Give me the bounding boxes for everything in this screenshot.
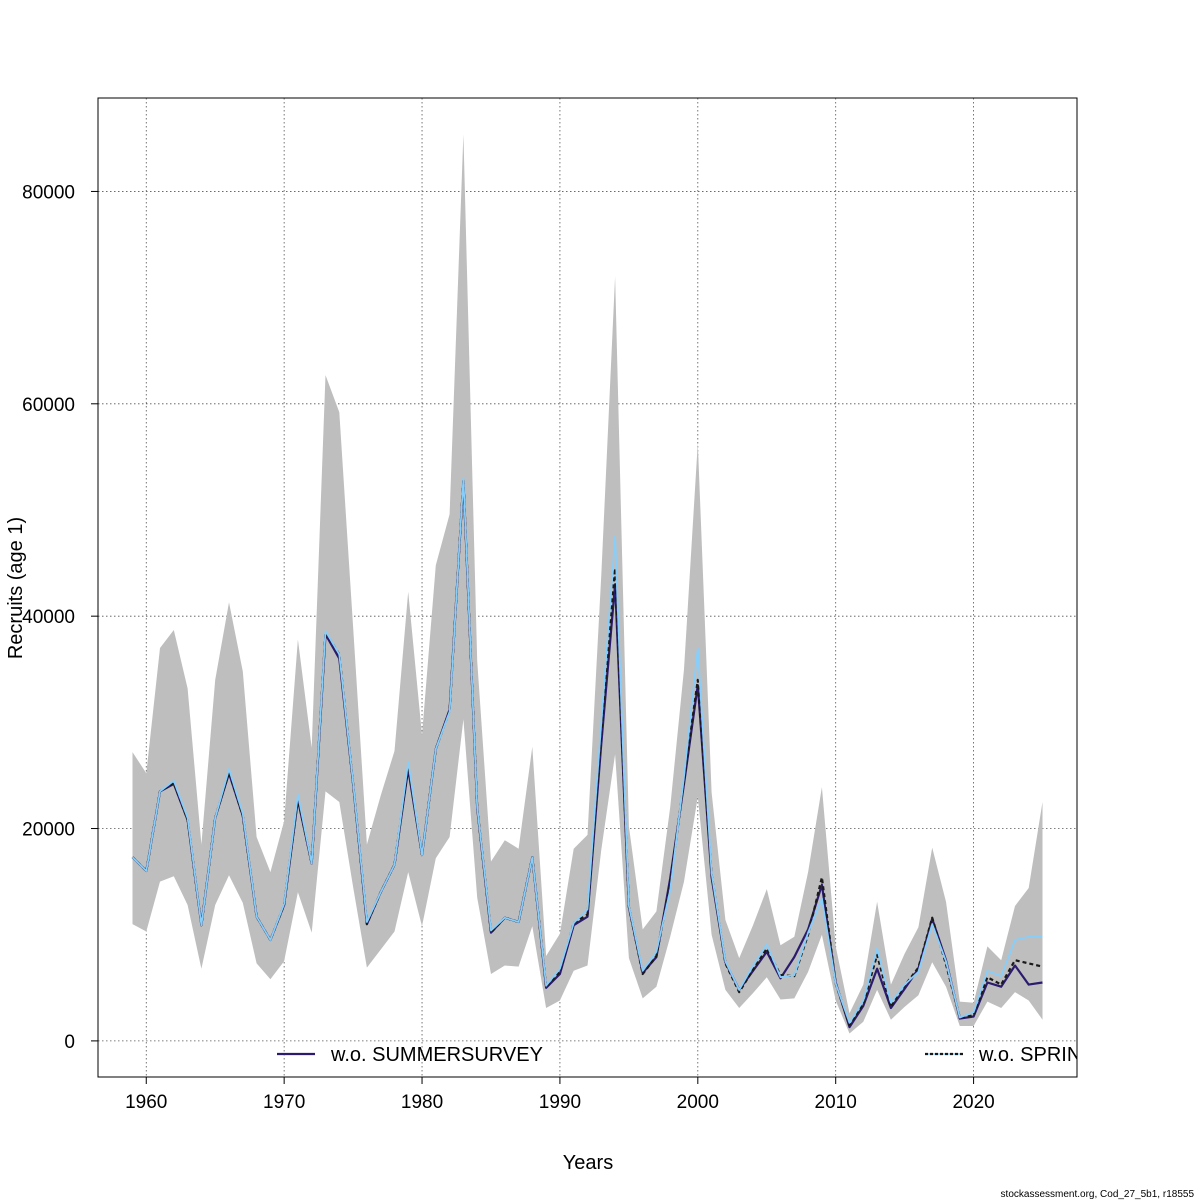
x-tick-label: 1960 (125, 1092, 167, 1113)
x-tick-label: 2010 (815, 1092, 857, 1113)
y-tick-label: 20000 (22, 820, 75, 841)
x-tick-label: 2000 (677, 1092, 719, 1113)
x-tick-label: 2020 (952, 1092, 994, 1113)
y-axis: 0 20000 40000 60000 80000 (22, 182, 98, 1053)
legend-label-0: w.o. SUMMERSURVEY (330, 1044, 543, 1066)
confidence-band (132, 134, 1043, 1034)
confidence-band-area (132, 134, 1043, 1034)
legend-label-1: w.o. SPRIN (978, 1044, 1081, 1066)
y-tick-label: 80000 (22, 182, 75, 203)
x-axis-title: Years (563, 1152, 613, 1174)
x-tick-label: 1970 (263, 1092, 305, 1113)
y-axis-title: Recruits (age 1) (5, 517, 27, 659)
x-tick-label: 1980 (401, 1092, 443, 1113)
y-tick-label: 0 (64, 1032, 75, 1053)
series-line-2 (131, 477, 1043, 1024)
legend: w.o. SUMMERSURVEY w.o. SPRIN (277, 1044, 1081, 1066)
y-tick-label: 40000 (22, 607, 75, 628)
x-axis: 1960 1970 1980 1990 2000 2010 2020 (125, 1076, 995, 1113)
series-lines (131, 477, 1043, 1029)
x-tick-label: 1990 (539, 1092, 581, 1113)
footer-credit: stockassessment.org, Cod_27_5b1, r18555 (1001, 1189, 1195, 1200)
y-tick-label: 60000 (22, 395, 75, 416)
grid (98, 98, 1077, 1077)
